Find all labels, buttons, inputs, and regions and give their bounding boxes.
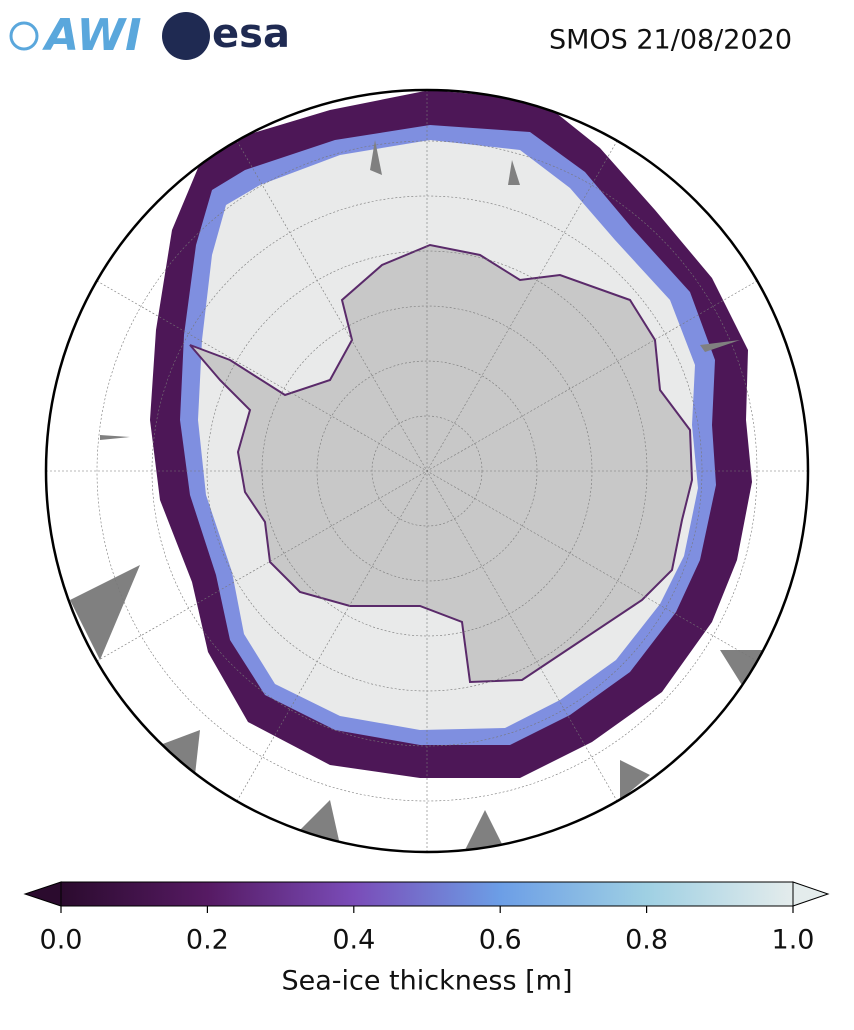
colorbar-tick-label: 0.0 [40, 925, 83, 956]
antarctica [189, 243, 694, 684]
colorbar-tick-label: 0.4 [332, 925, 375, 956]
esa-logo: esa [212, 11, 290, 57]
map-title: SMOS 21/08/2020 [549, 25, 792, 56]
colorbar-gradient [60, 881, 794, 907]
colorbar-tick-label: 0.2 [186, 925, 229, 956]
map [46, 90, 808, 852]
awi-logo: AWI [42, 10, 142, 61]
colorbar-tick-label: 1.0 [772, 925, 815, 956]
graticule [46, 90, 808, 852]
awi-icon [9, 21, 39, 51]
colorbar: 0.0 0.2 0.4 0.6 0.8 1.0 [23, 881, 830, 956]
map-frame [44, 88, 810, 854]
colorbar-tick-label: 0.8 [625, 925, 668, 956]
colorbar-tick-label: 0.6 [479, 925, 522, 956]
colorbar-extend-low [23, 881, 62, 907]
colorbar-extend-high [792, 881, 830, 907]
colorbar-label: Sea-ice thickness [m] [281, 966, 572, 997]
logos: AWI esa [9, 10, 290, 61]
esa-icon [162, 12, 210, 60]
